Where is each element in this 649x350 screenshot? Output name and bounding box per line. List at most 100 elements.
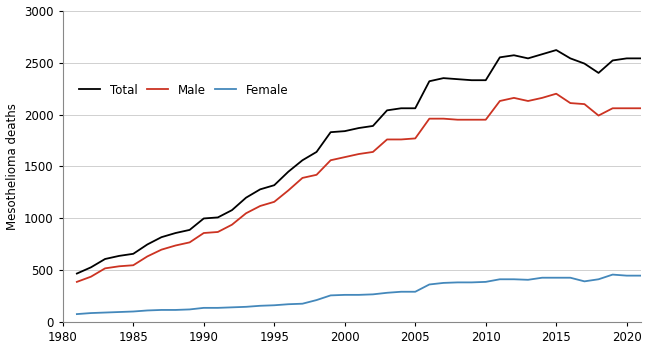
Total bbox=[256, 187, 264, 191]
Male bbox=[623, 106, 631, 110]
Total bbox=[609, 58, 617, 63]
Total bbox=[172, 231, 180, 235]
Female bbox=[116, 310, 123, 314]
Female bbox=[341, 293, 349, 297]
Female bbox=[313, 298, 321, 302]
Total bbox=[594, 71, 602, 75]
Total bbox=[313, 150, 321, 154]
Male bbox=[609, 106, 617, 110]
Total bbox=[129, 252, 137, 256]
Female bbox=[609, 273, 617, 277]
Total bbox=[87, 265, 95, 270]
Female bbox=[510, 277, 518, 281]
Female bbox=[186, 307, 193, 312]
Male bbox=[567, 101, 574, 105]
Male bbox=[383, 137, 391, 141]
Total bbox=[397, 106, 405, 110]
Male bbox=[143, 254, 151, 259]
Female bbox=[143, 308, 151, 313]
Male bbox=[510, 96, 518, 100]
Female bbox=[256, 304, 264, 308]
Female bbox=[73, 312, 80, 316]
Male bbox=[313, 173, 321, 177]
Total bbox=[637, 56, 644, 61]
Line: Total: Total bbox=[77, 50, 641, 274]
Female bbox=[623, 274, 631, 278]
Female bbox=[228, 305, 236, 309]
Total bbox=[214, 215, 222, 219]
Male bbox=[538, 96, 546, 100]
Female bbox=[397, 290, 405, 294]
Female bbox=[383, 291, 391, 295]
Male bbox=[552, 92, 560, 96]
Line: Female: Female bbox=[77, 275, 641, 314]
Male bbox=[299, 176, 306, 180]
Male bbox=[271, 200, 278, 204]
Male bbox=[496, 99, 504, 103]
Total bbox=[567, 56, 574, 61]
Total bbox=[200, 216, 208, 221]
Female bbox=[101, 310, 109, 315]
Total bbox=[439, 76, 447, 80]
Female bbox=[271, 303, 278, 307]
Female bbox=[158, 308, 165, 312]
Male bbox=[129, 263, 137, 267]
Female bbox=[214, 306, 222, 310]
Total bbox=[538, 52, 546, 56]
Female bbox=[369, 292, 377, 296]
Total bbox=[355, 126, 363, 130]
Female bbox=[172, 308, 180, 312]
Male bbox=[397, 137, 405, 141]
Male bbox=[454, 118, 461, 122]
Female bbox=[482, 280, 489, 284]
Female bbox=[426, 282, 434, 287]
Total bbox=[158, 235, 165, 239]
Female bbox=[299, 302, 306, 306]
Total bbox=[242, 196, 250, 200]
Male bbox=[284, 188, 292, 193]
Male bbox=[73, 280, 80, 284]
Total bbox=[271, 183, 278, 187]
Female bbox=[355, 293, 363, 297]
Male bbox=[341, 155, 349, 159]
Male bbox=[439, 117, 447, 121]
Male bbox=[200, 231, 208, 235]
Female bbox=[454, 280, 461, 285]
Female bbox=[411, 290, 419, 294]
Male bbox=[426, 117, 434, 121]
Total bbox=[426, 79, 434, 83]
Total bbox=[454, 77, 461, 81]
Female bbox=[439, 281, 447, 285]
Male bbox=[214, 230, 222, 234]
Y-axis label: Mesothelioma deaths: Mesothelioma deaths bbox=[6, 103, 19, 230]
Female bbox=[581, 279, 589, 284]
Female bbox=[284, 302, 292, 306]
Female bbox=[552, 275, 560, 280]
Female bbox=[538, 275, 546, 280]
Male bbox=[158, 247, 165, 252]
Total bbox=[510, 53, 518, 57]
Total bbox=[496, 55, 504, 60]
Total bbox=[299, 158, 306, 162]
Male bbox=[637, 106, 644, 110]
Total bbox=[101, 257, 109, 261]
Male bbox=[87, 275, 95, 279]
Female bbox=[200, 306, 208, 310]
Total bbox=[228, 208, 236, 212]
Male bbox=[468, 118, 476, 122]
Male bbox=[411, 136, 419, 140]
Total bbox=[73, 272, 80, 276]
Total bbox=[383, 108, 391, 112]
Female bbox=[594, 277, 602, 281]
Legend: Total, Male, Female: Total, Male, Female bbox=[75, 79, 293, 101]
Male bbox=[242, 211, 250, 215]
Male bbox=[482, 118, 489, 122]
Female bbox=[567, 275, 574, 280]
Female bbox=[87, 311, 95, 315]
Male bbox=[101, 266, 109, 271]
Total bbox=[552, 48, 560, 52]
Total bbox=[284, 170, 292, 174]
Male bbox=[172, 243, 180, 247]
Female bbox=[496, 277, 504, 281]
Total bbox=[341, 129, 349, 133]
